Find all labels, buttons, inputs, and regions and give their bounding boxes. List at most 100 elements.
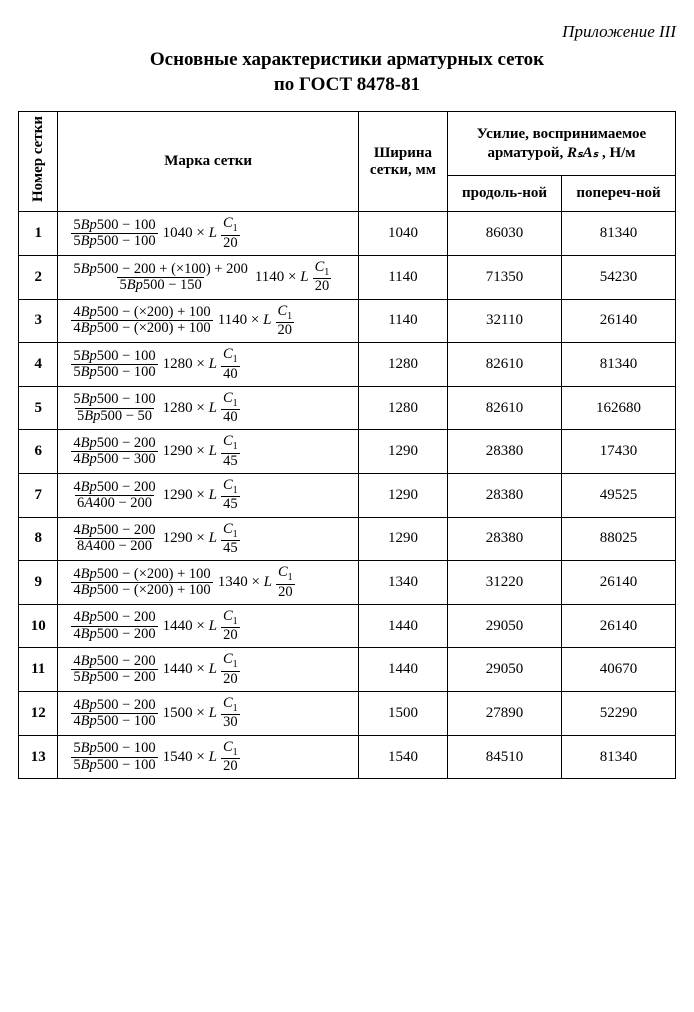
cell-force-trans: 26140 (561, 561, 675, 605)
cell-force-long: 28380 (448, 474, 562, 518)
cell-force-long: 71350 (448, 256, 562, 300)
force-group-symbol: RₛAₛ (567, 145, 598, 161)
title-line-1: Основные характеристики арматурных сеток (150, 49, 544, 70)
cell-force-trans: 49525 (561, 474, 675, 518)
cell-force-long: 28380 (448, 517, 562, 561)
cell-width: 1440 (358, 604, 447, 648)
cell-force-long: 86030 (448, 212, 562, 256)
table-row: 5 5Bp500 − 1005Bp500 − 501280 × LC140 1280… (19, 386, 676, 430)
cell-number: 12 (19, 692, 58, 736)
cell-width: 1290 (358, 430, 447, 474)
cell-force-trans: 26140 (561, 604, 675, 648)
cell-number: 13 (19, 735, 58, 779)
col-header-transv: попереч-ной (561, 175, 675, 212)
col-header-longit: продоль-ной (448, 175, 562, 212)
col-header-width: Ширина сетки, мм (358, 112, 447, 212)
title-line-2: по ГОСТ 8478-81 (274, 74, 420, 95)
cell-force-long: 27890 (448, 692, 562, 736)
cell-number: 8 (19, 517, 58, 561)
cell-force-trans: 54230 (561, 256, 675, 300)
col-header-number: Номер сетки (19, 112, 58, 212)
cell-width: 1340 (358, 561, 447, 605)
cell-number: 7 (19, 474, 58, 518)
cell-width: 1440 (358, 648, 447, 692)
force-group-post: , Н/м (598, 145, 635, 161)
cell-force-long: 84510 (448, 735, 562, 779)
cell-mark: 5Bp500 − 1005Bp500 − 1001540 × LC120 (58, 735, 359, 779)
cell-mark: 5Bp500 − 1005Bp500 − 501280 × LC140 (58, 386, 359, 430)
cell-force-trans: 26140 (561, 299, 675, 343)
mesh-formula: 4Bp500 − 2008A400 − 2001290 × LC145 (68, 522, 239, 557)
table-row: 11 4Bp500 − 2005Bp500 − 2001440 × LC120 14… (19, 648, 676, 692)
mesh-formula: 4Bp500 − 2004Bp500 − 2001440 × LC120 (68, 609, 239, 644)
table-row: 6 4Bp500 − 2004Bp500 − 3001290 × LC145 129… (19, 430, 676, 474)
cell-force-long: 28380 (448, 430, 562, 474)
mesh-table: Номер сетки Марка сетки Ширина сетки, мм… (18, 111, 676, 779)
cell-width: 1290 (358, 517, 447, 561)
cell-width: 1040 (358, 212, 447, 256)
cell-number: 6 (19, 430, 58, 474)
cell-width: 1290 (358, 474, 447, 518)
cell-force-trans: 52290 (561, 692, 675, 736)
mesh-formula: 4Bp500 − (×200) + 1004Bp500 − (×200) + 1… (68, 304, 294, 339)
cell-width: 1540 (358, 735, 447, 779)
cell-width: 1500 (358, 692, 447, 736)
mesh-formula: 5Bp500 − 1005Bp500 − 1001280 × LC140 (68, 347, 239, 382)
cell-mark: 4Bp500 − 2005Bp500 − 2001440 × LC120 (58, 648, 359, 692)
cell-mark: 4Bp500 − (×200) + 1004Bp500 − (×200) + 1… (58, 561, 359, 605)
mesh-formula: 5Bp500 − 1005Bp500 − 501280 × LC140 (68, 391, 239, 426)
cell-force-long: 82610 (448, 386, 562, 430)
mesh-formula: 4Bp500 − 2005Bp500 − 2001440 × LC120 (68, 652, 239, 687)
table-row: 9 4Bp500 − (×200) + 1004Bp500 − (×200) + … (19, 561, 676, 605)
cell-mark: 4Bp500 − 2004Bp500 − 1001500 × LC130 (58, 692, 359, 736)
cell-force-long: 31220 (448, 561, 562, 605)
col-header-force-group: Усилие, воспринимаемое арматурой, RₛAₛ ,… (448, 112, 676, 175)
table-row: 2 5Bp500 − 200 + (×100) + 2005Bp500 − 150… (19, 256, 676, 300)
cell-force-trans: 81340 (561, 735, 675, 779)
col-header-mark: Марка сетки (58, 112, 359, 212)
cell-width: 1140 (358, 256, 447, 300)
table-row: 3 4Bp500 − (×200) + 1004Bp500 − (×200) + … (19, 299, 676, 343)
cell-force-trans: 40670 (561, 648, 675, 692)
cell-number: 9 (19, 561, 58, 605)
cell-force-long: 32110 (448, 299, 562, 343)
table-row: 8 4Bp500 − 2008A400 − 2001290 × LC145 1290… (19, 517, 676, 561)
cell-force-long: 29050 (448, 604, 562, 648)
cell-force-long: 29050 (448, 648, 562, 692)
table-row: 12 4Bp500 − 2004Bp500 − 1001500 × LC130 15… (19, 692, 676, 736)
cell-mark: 4Bp500 − 2008A400 − 2001290 × LC145 (58, 517, 359, 561)
cell-force-trans: 81340 (561, 212, 675, 256)
cell-width: 1280 (358, 386, 447, 430)
appendix-label: Приложение III (18, 22, 676, 42)
mesh-formula: 5Bp500 − 200 + (×100) + 2005Bp500 − 1501… (68, 260, 331, 295)
mesh-formula: 4Bp500 − 2004Bp500 − 1001500 × LC130 (68, 696, 239, 731)
table-row: 4 5Bp500 − 1005Bp500 − 1001280 × LC140 128… (19, 343, 676, 387)
mesh-formula: 4Bp500 − (×200) + 1004Bp500 − (×200) + 1… (68, 565, 294, 600)
cell-force-trans: 17430 (561, 430, 675, 474)
table-row: 74Bp500 − 2006A400 − 2001290 × LC1451290… (19, 474, 676, 518)
mesh-formula: 4Bp500 − 2004Bp500 − 3001290 × LC145 (68, 434, 239, 469)
col-header-number-text: Номер сетки (30, 116, 47, 202)
cell-mark: 5Bp500 − 200 + (×100) + 2005Bp500 − 1501… (58, 256, 359, 300)
cell-width: 1140 (358, 299, 447, 343)
cell-force-trans: 81340 (561, 343, 675, 387)
cell-number: 5 (19, 386, 58, 430)
cell-number: 1 (19, 212, 58, 256)
cell-number: 11 (19, 648, 58, 692)
table-row: 10 4Bp500 − 2004Bp500 − 2001440 × LC120 14… (19, 604, 676, 648)
cell-width: 1280 (358, 343, 447, 387)
cell-number: 2 (19, 256, 58, 300)
cell-mark: 5Bp500 − 1005Bp500 − 1001040 × LC120 (58, 212, 359, 256)
cell-force-trans: 162680 (561, 386, 675, 430)
cell-number: 10 (19, 604, 58, 648)
cell-mark: 4Bp500 − 2006A400 − 2001290 × LC145 (58, 474, 359, 518)
page-title: Основные характеристики арматурных сеток… (18, 48, 676, 97)
cell-mark: 4Bp500 − 2004Bp500 − 2001440 × LC120 (58, 604, 359, 648)
table-row: 13 5Bp500 − 1005Bp500 − 1001540 × LC120 15… (19, 735, 676, 779)
table-row: 1 5Bp500 − 1005Bp500 − 1001040 × LC120 104… (19, 212, 676, 256)
cell-number: 3 (19, 299, 58, 343)
mesh-formula: 5Bp500 − 1005Bp500 − 1001540 × LC120 (68, 740, 239, 775)
mesh-formula: 5Bp500 − 1005Bp500 − 1001040 × LC120 (68, 216, 239, 251)
cell-force-trans: 88025 (561, 517, 675, 561)
cell-number: 4 (19, 343, 58, 387)
